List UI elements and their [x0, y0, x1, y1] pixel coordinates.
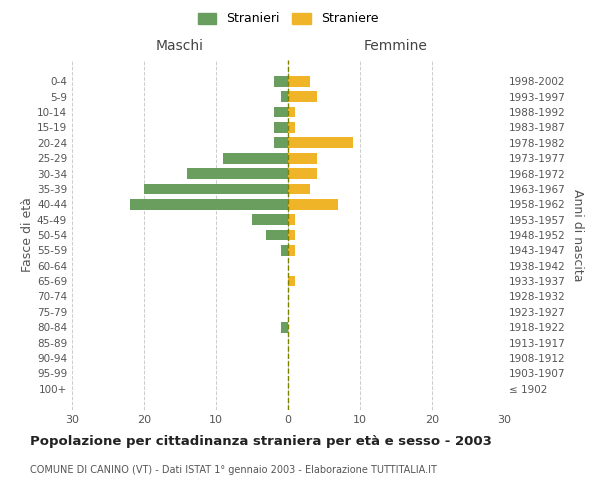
- Bar: [281, 92, 288, 102]
- Bar: [288, 106, 295, 118]
- Y-axis label: Fasce di età: Fasce di età: [21, 198, 34, 272]
- Text: Femmine: Femmine: [364, 39, 428, 53]
- Bar: [288, 276, 295, 286]
- Text: Popolazione per cittadinanza straniera per età e sesso - 2003: Popolazione per cittadinanza straniera p…: [30, 435, 492, 448]
- Bar: [187, 168, 288, 179]
- Bar: [281, 322, 288, 332]
- Bar: [288, 92, 317, 102]
- Bar: [288, 184, 310, 194]
- Bar: [281, 245, 288, 256]
- Bar: [288, 168, 317, 179]
- Bar: [252, 214, 288, 225]
- Bar: [288, 214, 295, 225]
- Bar: [288, 122, 295, 133]
- Bar: [130, 199, 288, 209]
- Bar: [144, 184, 288, 194]
- Y-axis label: Anni di nascita: Anni di nascita: [571, 188, 584, 281]
- Bar: [274, 122, 288, 133]
- Text: COMUNE DI CANINO (VT) - Dati ISTAT 1° gennaio 2003 - Elaborazione TUTTITALIA.IT: COMUNE DI CANINO (VT) - Dati ISTAT 1° ge…: [30, 465, 437, 475]
- Bar: [288, 138, 353, 148]
- Bar: [266, 230, 288, 240]
- Bar: [288, 230, 295, 240]
- Bar: [223, 153, 288, 164]
- Bar: [274, 76, 288, 86]
- Bar: [288, 76, 310, 86]
- Bar: [288, 245, 295, 256]
- Legend: Stranieri, Straniere: Stranieri, Straniere: [194, 8, 382, 29]
- Bar: [274, 138, 288, 148]
- Bar: [288, 153, 317, 164]
- Bar: [288, 199, 338, 209]
- Text: Maschi: Maschi: [156, 39, 204, 53]
- Bar: [274, 106, 288, 118]
